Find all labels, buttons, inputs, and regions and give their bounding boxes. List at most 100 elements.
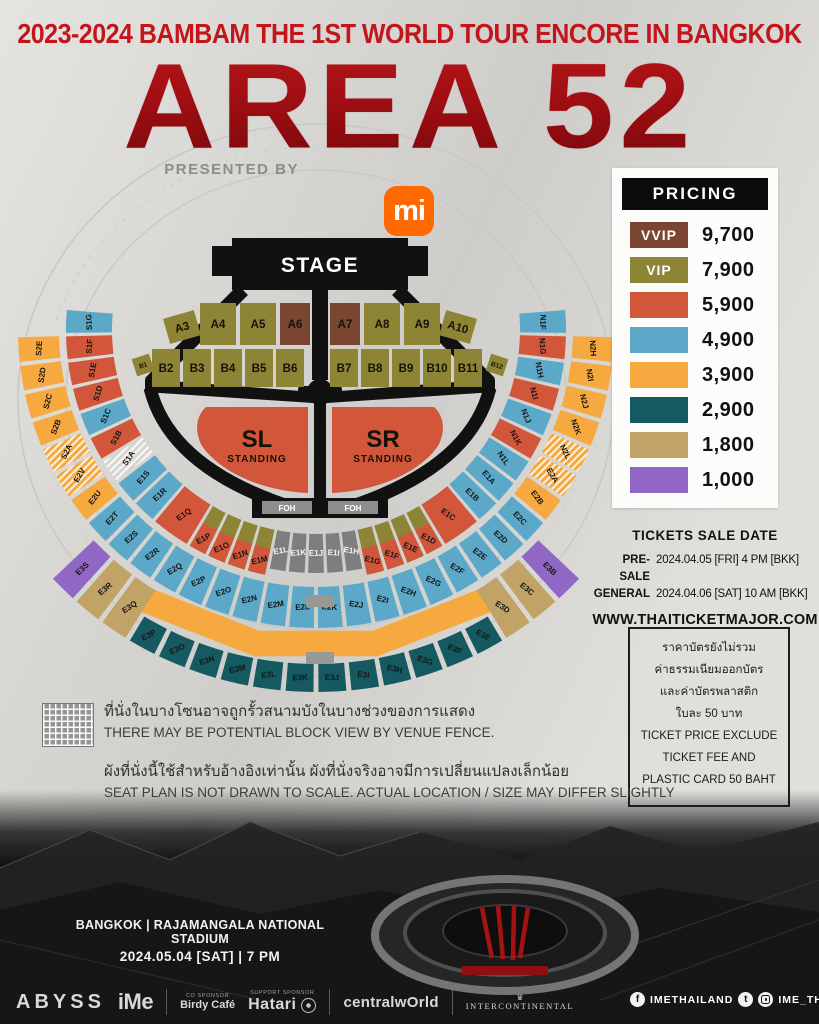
seat-label-A7: A7	[338, 319, 353, 331]
fee-line: และค่าบัตรพลาสติก	[659, 686, 759, 698]
seat-label-E3H: E3H	[386, 663, 403, 675]
price-swatch-1,800	[630, 432, 688, 458]
pricing-row: 4,900	[630, 327, 778, 353]
seat-section-E2T	[88, 496, 135, 542]
hatch-overlay	[55, 455, 103, 497]
hatch-overlay	[103, 437, 154, 481]
seat-section-B3	[183, 349, 211, 387]
seat-section-E2B	[514, 476, 561, 520]
general-label: GENERAL	[593, 588, 650, 600]
seat-label-S2E: S2E	[34, 340, 44, 356]
pricing-row: 3,900	[630, 362, 778, 388]
pricing-rows: VVIP 9,700 VIP 7,900 5,900 4,900 3,900 2,900 1,8…	[612, 222, 778, 493]
note-block-view: ที่นั่งในบางโซนอาจถูกรั้วสนามบังในบางช่ว…	[104, 700, 684, 743]
seat-section-B10	[423, 349, 451, 387]
note-thai: ผังที่นั่งนี้ใช้สำหรับอ้างอิงเท่านั้น ผั…	[104, 763, 570, 780]
seat-label-N2I: N2I	[584, 368, 595, 382]
seat-label-B12: B12	[490, 361, 504, 371]
sponsor-centralworld: centralwOrld	[343, 993, 439, 1011]
sponsor-intercontinental: ♛ INTERCONTINENTAL	[466, 993, 574, 1012]
seat-label-A4: A4	[211, 319, 226, 331]
general-row: GENERAL 2024.04.06 [SAT] 10 AM [BKK]	[592, 586, 818, 603]
seat-label-S1D: S1D	[91, 384, 104, 402]
price-value: 1,000	[702, 468, 755, 491]
seat-section-E1H	[341, 530, 363, 572]
fee-line: ค่าธรรมเนียมออกบัตร	[654, 664, 764, 676]
seat-section-S1E	[68, 356, 118, 386]
xiaomi-logo: mi	[384, 186, 434, 236]
note-thai: ที่นั่งในบางโซนอาจถูกรั้วสนามบังในบางช่ว…	[104, 703, 476, 720]
seat-section-E3F	[437, 630, 473, 668]
sponsor-birdy: CO SPONSOR Birdy Café	[180, 993, 235, 1012]
seat-label-B1: B1	[138, 361, 148, 370]
sr-label: SR	[366, 426, 399, 453]
seat-label-B3: B3	[190, 363, 205, 375]
seat-label-E2L: E2L	[295, 602, 310, 612]
sponsor-hatari: SUPPORT SPONSOR Hatari	[248, 989, 317, 1015]
seat-label-S1E: S1E	[87, 361, 99, 378]
seat-label-S2D: S2D	[36, 366, 47, 383]
seat-label-B7: B7	[337, 363, 352, 375]
presale-value: 2024.04.05 [FRI] 4 PM [BKK]	[656, 554, 799, 566]
seat-section-E1F-front	[379, 539, 405, 570]
seat-label-B11: B11	[458, 363, 479, 375]
seat-section-N2J	[561, 385, 607, 419]
stadium-aerial	[371, 875, 639, 995]
sponsor-name: Hatari	[248, 995, 297, 1013]
divider	[451, 989, 453, 1015]
pricing-row: VVIP 9,700	[630, 222, 778, 248]
seat-section-B7	[330, 349, 358, 387]
seat-section-E1C	[421, 486, 477, 544]
area52-title: AREA 52	[0, 46, 819, 167]
seat-section-E2I	[367, 576, 400, 622]
seat-section-A10	[439, 310, 477, 344]
seat-section-E2H	[391, 568, 427, 615]
hatch-overlay	[529, 455, 577, 497]
price-value: 1,800	[702, 433, 755, 456]
price-value: 3,900	[702, 363, 755, 386]
seat-section-E1D-front	[415, 522, 443, 555]
seat-section-A4	[200, 303, 236, 345]
price-value: 4,900	[702, 328, 755, 351]
seat-section-E1Q	[155, 486, 211, 544]
seat-label-A6: A6	[288, 319, 303, 331]
red-light-streaks	[479, 905, 531, 961]
seat-label-S1F: S1F	[85, 338, 95, 353]
seat-section-B5	[245, 349, 273, 387]
seat-section-N2I	[567, 361, 612, 391]
seat-section-N1F	[519, 310, 566, 333]
seat-section-E1R	[135, 471, 183, 520]
seat-section-E3Q	[102, 577, 156, 638]
instagram-icon	[758, 992, 774, 1007]
seat-section-E3P	[129, 616, 167, 654]
pricing-row: 2,900	[630, 397, 778, 423]
seat-section-N1G	[518, 335, 566, 360]
price-swatch-2,900	[630, 397, 688, 423]
sponsor-caption: SUPPORT SPONSOR	[250, 989, 315, 996]
seat-section-A5	[240, 303, 276, 345]
seat-label-E3K: E3K	[292, 673, 308, 683]
sponsor-name: INTERCONTINENTAL	[465, 1000, 575, 1011]
stadium-red-sign	[462, 966, 548, 975]
seat-section-E3K	[285, 662, 314, 692]
seat-section-E3N	[189, 642, 224, 678]
seat-section-B4	[214, 349, 242, 387]
seat-section-E2R	[130, 531, 174, 578]
stage-label: STAGE	[281, 254, 359, 277]
seat-label-E1G: E1G	[364, 554, 382, 567]
crown-icon: ♛	[516, 992, 524, 1002]
seat-section-S2E	[18, 336, 61, 362]
tickets-heading: TICKETS SALE DATE	[632, 528, 778, 543]
seat-label-E2N: E2N	[241, 593, 258, 606]
seat-section-E1N-front	[227, 539, 253, 570]
facebook-icon: f	[630, 992, 645, 1007]
seat-section-E2C	[497, 496, 544, 542]
stadium-illustration	[0, 790, 819, 1024]
seat-section-E2G	[415, 558, 454, 605]
seat-label-N1I: N1I	[528, 386, 540, 400]
seat-label-A3: A3	[174, 320, 191, 336]
seat-section-E2E	[458, 531, 502, 578]
sl-label: SL	[242, 426, 273, 453]
